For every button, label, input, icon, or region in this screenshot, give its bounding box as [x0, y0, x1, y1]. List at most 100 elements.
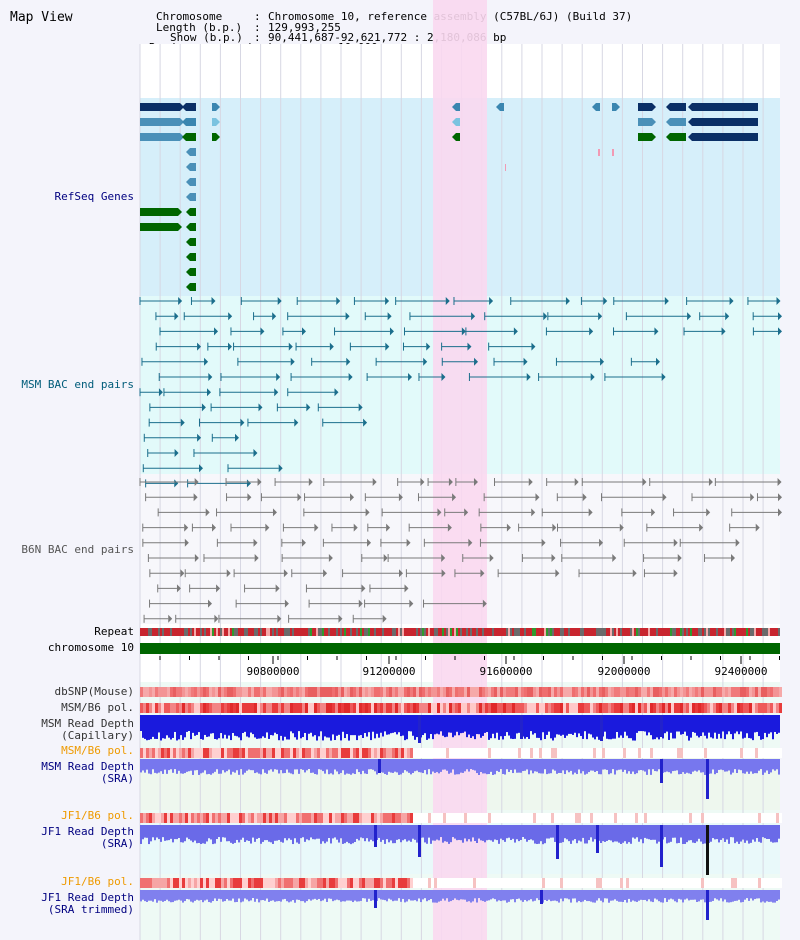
label-chromosome[interactable]: chromosome 10: [47, 641, 134, 654]
depth-bar: [526, 715, 528, 738]
repeat-segment: [546, 628, 548, 636]
depth-bar: [554, 715, 556, 738]
depth-bar: [462, 715, 464, 733]
label-dbsnp[interactable]: dbSNP(Mouse): [54, 685, 134, 698]
repeat-segment: [446, 628, 448, 636]
depth-bar: [452, 715, 454, 738]
heat-cell: [641, 703, 644, 713]
label-msm-b6-pol[interactable]: MSM/B6 pol.: [61, 701, 134, 714]
read-depth-tracks[interactable]: [140, 715, 780, 920]
depth-bar: [778, 715, 780, 733]
label-b6n-bac[interactable]: B6N BAC end pairs: [21, 543, 134, 556]
depth-bar: [252, 715, 254, 735]
depth-bar: [600, 825, 602, 844]
heat-cell: [587, 748, 590, 758]
depth-bar: [506, 825, 508, 839]
label-jf1-depth-trimmed[interactable]: JF1 Read Depth (SRA trimmed): [41, 892, 134, 916]
heat-cell: [527, 878, 530, 888]
depth-bar: [320, 715, 322, 732]
label-msm-depth-capillary[interactable]: MSM Read Depth (Capillary): [41, 718, 134, 742]
heat-cell: [518, 748, 521, 758]
heat-cell: [185, 703, 188, 713]
heat-cell: [581, 748, 584, 758]
repeat-track[interactable]: [140, 628, 780, 636]
bac-arrow: [778, 312, 782, 321]
depth-bar: [152, 715, 154, 737]
depth-bar: [306, 890, 308, 902]
repeat-segment: [352, 628, 354, 636]
depth-spike: [556, 825, 559, 859]
heat-cell: [587, 703, 590, 713]
msm-bac-glyphs[interactable]: [139, 297, 782, 488]
bac-arrow: [408, 373, 413, 381]
heat-cell: [779, 748, 782, 758]
heat-cell: [389, 748, 392, 758]
heat-cell: [485, 687, 488, 697]
heat-cell: [260, 813, 263, 823]
heat-cell: [479, 687, 482, 697]
heat-cell: [740, 703, 743, 713]
depth-bar: [590, 715, 592, 735]
bac-arrow: [334, 388, 339, 397]
depth-bar: [348, 825, 350, 844]
depth-bar: [240, 890, 242, 903]
repeat-segment: [606, 628, 608, 636]
depth-bar: [192, 825, 194, 843]
depth-bar: [728, 825, 730, 844]
heat-cell: [632, 813, 635, 823]
heat-cell: [221, 703, 224, 713]
chromosome-bar[interactable]: [140, 643, 780, 654]
bac-arrow: [528, 478, 533, 486]
heat-cell: [737, 703, 740, 713]
label-jf1-b6-pol-trimmed[interactable]: JF1/B6 pol.: [61, 875, 134, 888]
repeat-segment: [412, 628, 414, 636]
depth-bar: [230, 890, 232, 901]
heat-cell: [719, 703, 722, 713]
depth-bar: [394, 890, 396, 901]
depth-bar: [504, 715, 506, 736]
label-repeat[interactable]: Repeat: [94, 625, 134, 638]
depth-bar: [284, 890, 286, 899]
label-jf1-b6-pol[interactable]: JF1/B6 pol.: [61, 809, 134, 822]
depth-bar: [470, 759, 472, 770]
depth-bar: [502, 759, 504, 774]
depth-bar: [562, 715, 564, 735]
heat-cell: [629, 687, 632, 697]
depth-bar: [480, 759, 482, 772]
label-msm-b6-pol-sra[interactable]: MSM/B6 pol.: [61, 744, 134, 757]
depth-bar: [650, 759, 652, 775]
refseq-gene-glyphs[interactable]: [140, 103, 758, 291]
heat-cell: [308, 687, 311, 697]
label-msm-bac[interactable]: MSM BAC end pairs: [21, 378, 134, 391]
depth-bar: [748, 715, 750, 739]
heat-cell: [335, 813, 338, 823]
label-refseq[interactable]: RefSeq Genes: [54, 190, 134, 203]
heat-cell: [560, 687, 563, 697]
depth-bar: [218, 825, 220, 838]
heat-cell: [536, 748, 539, 758]
depth-bar: [652, 825, 654, 840]
depth-bar: [298, 890, 300, 900]
polymorphism-heat-tracks[interactable]: [140, 687, 782, 888]
depth-bar: [264, 825, 266, 841]
bac-arrow: [651, 508, 656, 517]
depth-bar: [750, 715, 752, 739]
label-msm-depth-sra[interactable]: MSM Read Depth (SRA): [41, 761, 134, 785]
gene-arrow: [496, 103, 500, 111]
heat-cell: [233, 703, 236, 713]
depth-bar: [756, 715, 758, 732]
depth-bar: [722, 825, 724, 839]
heat-cell: [461, 748, 464, 758]
depth-bar: [196, 759, 198, 771]
depth-bar: [724, 825, 726, 842]
bac-arrow: [687, 312, 692, 321]
heat-cell: [449, 703, 452, 713]
repeat-segment: [272, 628, 274, 636]
repeat-segment: [508, 628, 510, 636]
heat-cell: [443, 748, 446, 758]
b6n-bac-glyphs[interactable]: [139, 478, 782, 623]
depth-bar: [704, 825, 706, 844]
label-jf1-depth-sra[interactable]: JF1 Read Depth (SRA): [41, 826, 134, 850]
repeat-segment: [494, 628, 496, 636]
depth-bar: [604, 825, 606, 842]
